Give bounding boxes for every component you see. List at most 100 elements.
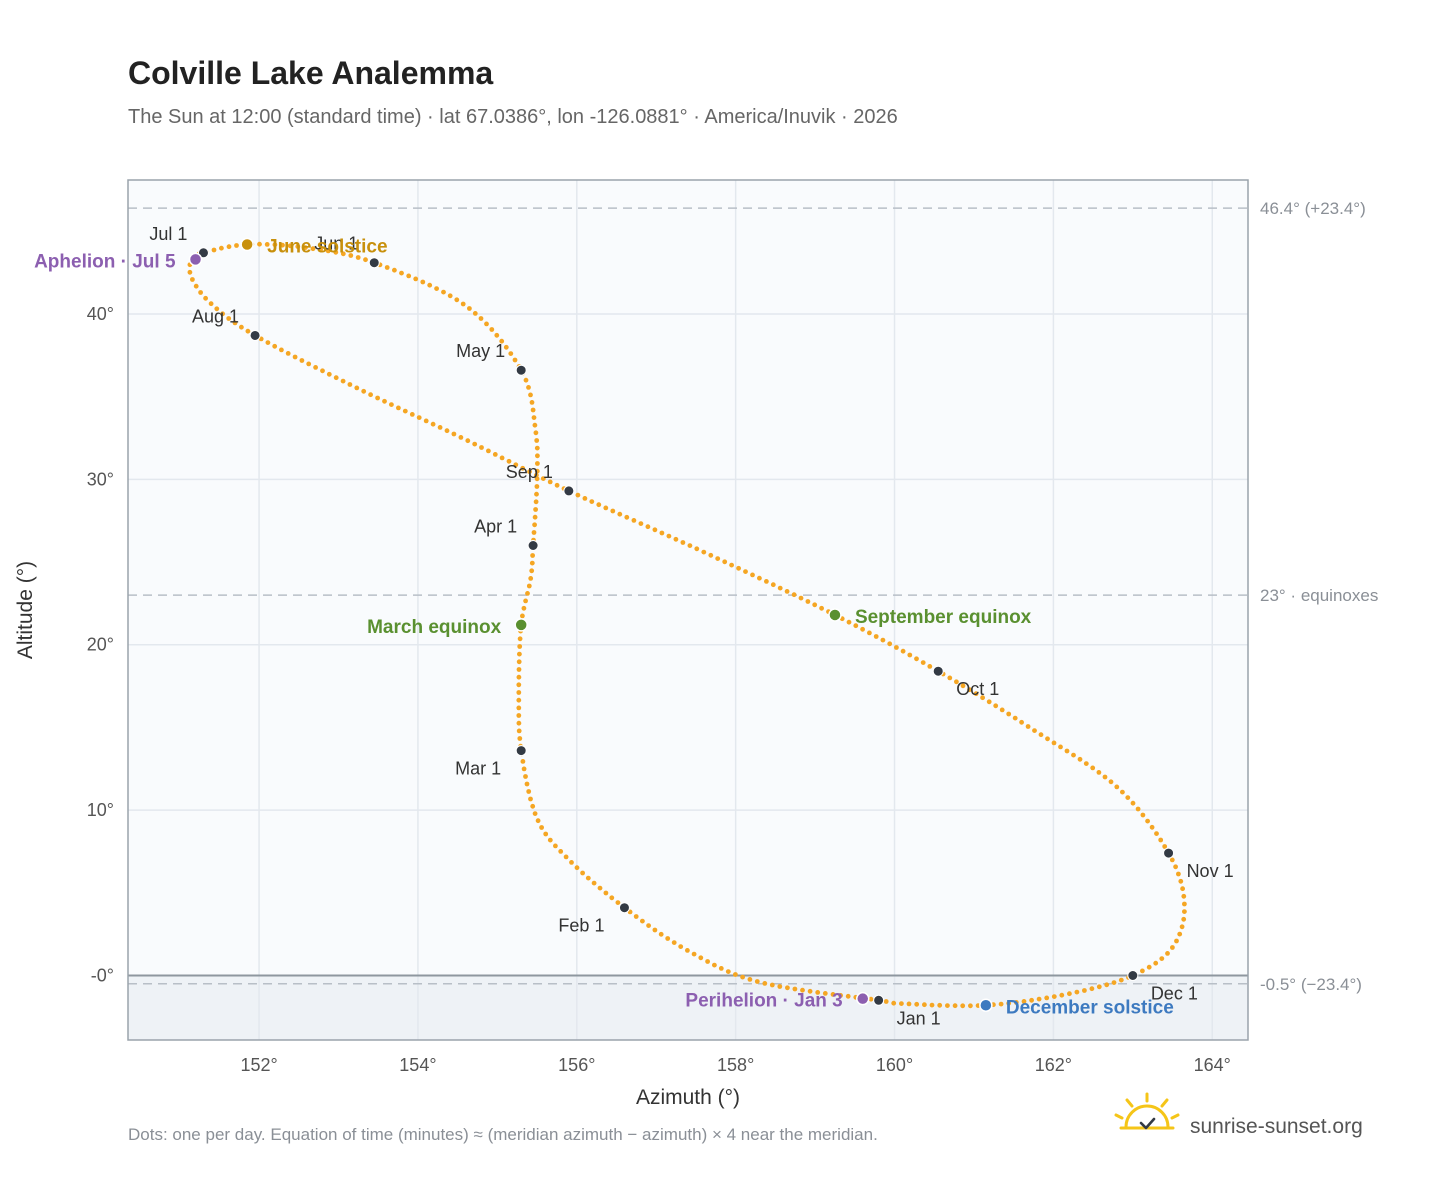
daily-sun-dot [868,996,874,1002]
daily-sun-dot [528,796,533,802]
daily-sun-dot [529,568,535,574]
daily-sun-dot [523,774,528,779]
daily-sun-dot [382,398,387,404]
daily-sun-dot [325,248,331,254]
daily-sun-dot [437,425,443,430]
daily-sun-dot [226,244,232,250]
daily-sun-dot [503,344,509,350]
daily-sun-dot [680,540,686,545]
daily-sun-dot [447,293,453,299]
daily-sun-dot [516,728,522,734]
daily-sun-dot [784,589,790,594]
daily-sun-dot [922,1002,927,1008]
daily-sun-dot [927,664,933,669]
daily-sun-dot [1006,711,1012,717]
daily-sun-dot [526,789,532,794]
daily-sun-dot [967,687,972,693]
daily-sun-dot [750,572,755,578]
month-label: Nov 1 [1187,861,1234,881]
daily-sun-dot [1130,800,1136,806]
daily-sun-dot [652,527,658,533]
y-tick-label: 40° [87,304,114,324]
event-marker [188,252,203,267]
daily-sun-dot [533,507,538,512]
daily-dots [187,241,1187,1009]
daily-sun-dot [1149,824,1155,830]
daily-sun-dot [532,522,537,528]
daily-sun-dot [914,1001,920,1007]
daily-sun-dot [472,311,478,316]
daily-sun-dot [1162,844,1168,849]
daily-sun-dot [665,936,671,941]
daily-sun-dot [1082,988,1087,993]
daily-sun-dot [272,242,278,248]
daily-sun-dot [867,630,872,636]
daily-sun-dot [1032,728,1037,733]
daily-sun-dot [310,246,316,252]
daily-sun-dot [812,602,818,608]
daily-sun-dot [527,469,532,475]
daily-sun-dot [1064,748,1070,754]
daily-sun-dot [762,981,768,986]
daily-sun-dot [666,533,672,539]
daily-sun-dot [954,679,959,685]
daily-sun-dot [333,375,339,381]
daily-sun-dot [1019,719,1024,725]
daily-sun-dot [740,974,745,980]
daily-sun-dot [285,351,291,356]
daily-sun-dot [603,505,609,511]
daily-sun-dot [1051,740,1057,746]
event-label: June solstice [267,237,387,258]
daily-sun-dot [589,499,595,504]
daily-sun-dot [530,407,536,413]
daily-sun-dot [272,343,278,349]
daily-sun-dot [596,502,602,508]
daily-sun-dot [819,605,824,611]
daily-sun-dot [187,269,193,275]
daily-sun-dot [434,286,439,291]
daily-sun-dot [729,562,734,568]
month-label: Dec 1 [1151,984,1198,1004]
daily-sun-dot [257,241,262,247]
daily-sun-dot [467,306,472,311]
daily-sun-dot [406,273,412,279]
daily-sun-dot [532,811,538,816]
daily-sun-dot [705,959,710,964]
month-label: Aug 1 [192,306,239,326]
daily-sun-dot [822,991,828,996]
daily-sun-dot [525,591,530,596]
daily-sun-dot [580,870,585,876]
daily-sun-dot [540,476,546,481]
daily-sun-dot [757,575,762,581]
daily-sun-dot [423,418,429,424]
daily-sun-dot [1165,951,1170,956]
daily-sun-dot [399,270,404,276]
daily-sun-dot [631,518,637,523]
daily-sun-dot [1111,980,1117,985]
daily-sun-dot [534,491,539,497]
daily-sun-dot [264,242,270,247]
daily-sun-dot [430,421,436,427]
daily-sun-dot [743,569,748,574]
daily-sun-dot [484,321,489,327]
daily-sun-dot [747,977,753,982]
daily-sun-dot [348,253,354,258]
event-marker [856,991,870,1006]
daily-sun-dot [232,320,238,326]
brand-logo[interactable]: sunrise-sunset.org [1114,1092,1363,1138]
daily-sun-dot [1058,744,1063,750]
month-marker [197,247,209,259]
daily-sun-dot [306,361,312,367]
daily-sun-dot [993,703,999,709]
daily-sun-dot [722,559,728,565]
daily-sun-dot [1013,1000,1019,1005]
daily-sun-dot [945,1003,950,1008]
daily-sun-dot [980,695,985,701]
daily-sun-dot [516,674,522,680]
event-marker [514,618,528,632]
daily-sun-dot [907,652,913,658]
daily-sun-dot [929,1002,935,1008]
daily-sun-dot [354,385,360,391]
daily-sun-dot [960,683,966,689]
